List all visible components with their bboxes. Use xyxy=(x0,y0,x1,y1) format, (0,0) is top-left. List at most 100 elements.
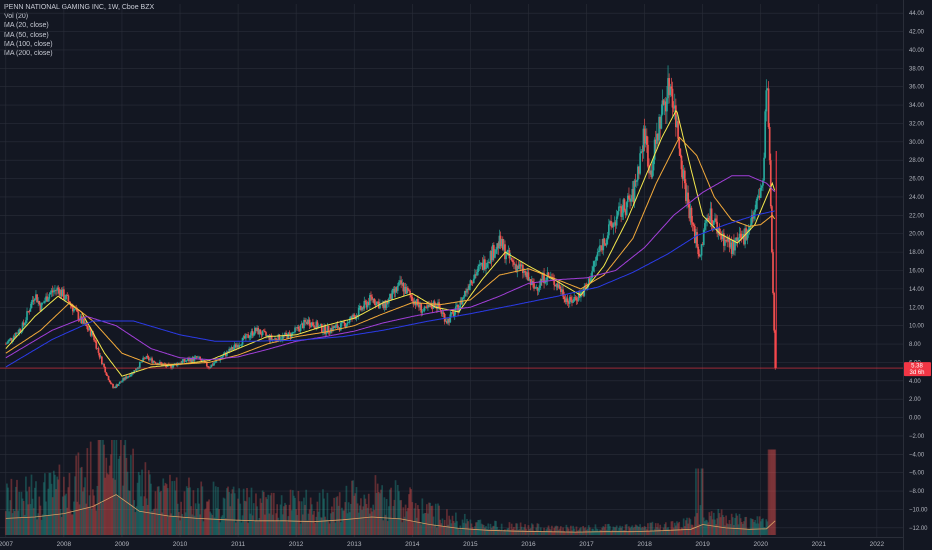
volume-bar xyxy=(758,516,761,535)
candle-body xyxy=(325,333,328,334)
volume-bar xyxy=(287,516,290,535)
legend-ma50[interactable]: MA (50, close) xyxy=(4,31,49,39)
volume-bar xyxy=(113,440,115,535)
volume-bar xyxy=(251,515,254,535)
volume-bar xyxy=(8,511,11,535)
volume-bar xyxy=(248,497,251,535)
candle-body xyxy=(75,308,78,310)
volume-bar xyxy=(320,517,323,535)
candle-body xyxy=(146,355,149,358)
volume-bar xyxy=(362,506,365,535)
candle-body xyxy=(547,272,550,277)
candle-body xyxy=(680,156,683,170)
volume-bar xyxy=(510,523,513,535)
volume-bar xyxy=(125,457,128,535)
volume-bar xyxy=(246,488,248,535)
volume-bar xyxy=(568,531,571,535)
candle-body xyxy=(468,285,471,290)
volume-bar xyxy=(104,477,107,535)
volume-bar xyxy=(399,500,401,535)
candle-body xyxy=(670,86,673,89)
volume-bar xyxy=(275,513,277,535)
volume-bar xyxy=(695,468,697,535)
volume-bar xyxy=(114,479,117,535)
volume-bar xyxy=(648,531,650,535)
price-axis[interactable]: 44.00 42.00 40.00 38.00 36.00 34.00 32.00 30.00… xyxy=(903,0,932,550)
candle-body xyxy=(143,357,146,359)
legend-title[interactable]: PENN NATIONAL GAMING INC, 1W, Cboe BZX xyxy=(4,4,155,11)
x-tick-label: 2017 xyxy=(579,541,594,548)
candle-body xyxy=(374,303,377,306)
candle-body xyxy=(384,300,387,308)
legend-ma100[interactable]: MA (100, close) xyxy=(4,40,53,48)
volume-bar xyxy=(293,495,295,535)
volume-bar xyxy=(138,475,141,535)
time-axis[interactable]: 2007 2008 2009 2010 2011 2012 2013 2014 2015 2016… xyxy=(0,537,903,549)
volume-bar xyxy=(13,511,16,535)
volume-bar xyxy=(538,531,541,535)
candle-body xyxy=(155,363,158,364)
legend-ma200[interactable]: MA (200, close) xyxy=(4,50,53,58)
candle-body xyxy=(362,307,365,309)
candle-body xyxy=(332,326,334,331)
volume-bar xyxy=(70,514,73,535)
candle-body xyxy=(431,307,434,309)
candle-body xyxy=(558,284,561,289)
candle-body xyxy=(654,139,657,144)
candle-body xyxy=(390,293,392,300)
legend-vol[interactable]: Vol (20) xyxy=(4,13,29,21)
candle-body xyxy=(603,238,606,244)
candle-body xyxy=(86,325,89,330)
candle-body xyxy=(769,160,772,207)
candle-body xyxy=(700,244,703,256)
candle-body xyxy=(195,356,198,358)
volume-bar xyxy=(571,530,573,535)
volume-bar xyxy=(453,522,456,535)
candle-body xyxy=(643,128,646,144)
candle-body xyxy=(484,259,486,270)
candle-body xyxy=(297,326,300,329)
candle-body xyxy=(357,307,360,317)
volume-bar xyxy=(269,495,272,535)
volume-bar xyxy=(546,527,549,535)
volume-bar xyxy=(561,530,563,535)
candle-body xyxy=(284,332,286,336)
candle-body xyxy=(604,243,607,246)
candle-body xyxy=(487,261,490,263)
volume-bar xyxy=(75,455,78,535)
candle-body xyxy=(658,116,660,141)
volume-bar xyxy=(488,529,491,535)
volume-bar xyxy=(369,513,371,535)
candle-body xyxy=(172,365,175,368)
candle-body xyxy=(64,299,66,300)
volume-bar xyxy=(544,531,547,535)
legend-ma20[interactable]: MA (20, close) xyxy=(4,22,49,30)
candle-body xyxy=(764,111,767,158)
candle-body xyxy=(78,319,81,321)
candle-body xyxy=(589,278,591,283)
candle-body xyxy=(509,257,512,259)
candle-body xyxy=(61,289,64,297)
candle-body xyxy=(130,374,132,377)
volume-bar xyxy=(484,527,486,535)
volume-bar xyxy=(370,507,372,535)
volume-bar xyxy=(742,523,744,535)
volume-bar xyxy=(28,486,31,535)
candle-body xyxy=(237,345,239,348)
volume-bar xyxy=(42,482,45,535)
volume-bar xyxy=(69,510,72,535)
volume-bar xyxy=(44,473,46,535)
volume-bar xyxy=(659,524,662,535)
volume-bar xyxy=(731,517,734,535)
volume-bar xyxy=(227,486,229,535)
candle-body xyxy=(36,294,38,303)
volume-bar xyxy=(317,511,320,535)
candle-body xyxy=(573,297,576,302)
candle-body xyxy=(320,324,323,333)
volume-bar xyxy=(635,525,638,535)
volume-bar xyxy=(702,517,705,535)
volume-bar xyxy=(180,501,182,535)
volume-bar xyxy=(145,498,148,535)
candle-body xyxy=(117,383,120,387)
